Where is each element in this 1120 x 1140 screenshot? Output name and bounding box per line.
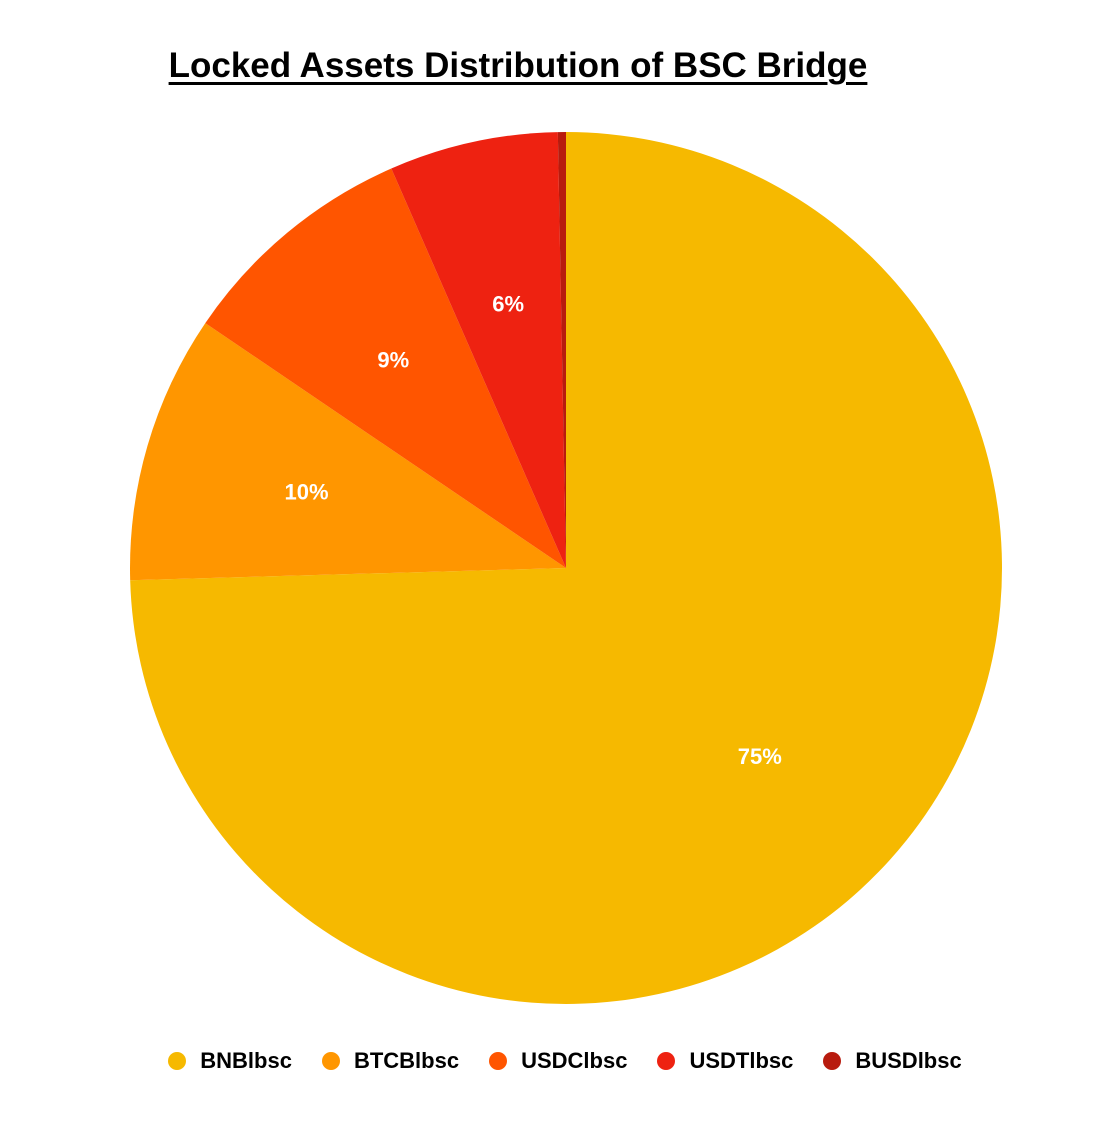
- pie-slice-btcblbsc: [130, 323, 567, 581]
- pie-slice-bnblbsc: [130, 132, 1002, 1004]
- pie-slice-busdlbsc: [557, 132, 566, 568]
- slice-label-bnblbsc: 75%: [738, 744, 782, 769]
- legend-swatch-icon: [823, 1052, 842, 1070]
- legend-item-busdlbsc[interactable]: BUSDlbsc: [823, 1048, 962, 1074]
- slice-label-btcblbsc: 10%: [284, 480, 328, 505]
- legend-item-usdclbsc[interactable]: USDClbsc: [489, 1048, 627, 1074]
- legend-item-usdtlbsc[interactable]: USDTlbsc: [657, 1048, 793, 1074]
- legend-swatch-icon: [168, 1052, 187, 1070]
- slice-label-usdtlbsc: 6%: [492, 291, 524, 316]
- legend-label: BTCBlbsc: [353, 1048, 460, 1073]
- pie-slices: [130, 132, 1002, 1004]
- chart-title: Locked Assets Distribution of BSC Bridge: [168, 46, 868, 85]
- legend-swatch-icon: [321, 1052, 340, 1070]
- legend-label: USDClbsc: [521, 1048, 628, 1073]
- legend-swatch-icon: [657, 1052, 676, 1070]
- legend-label: BNBlbsc: [200, 1048, 292, 1073]
- slice-label-usdclbsc: 9%: [377, 348, 409, 373]
- pie-slice-usdtlbsc: [391, 132, 566, 568]
- legend-swatch-icon: [489, 1052, 508, 1070]
- legend-label: USDTlbsc: [689, 1048, 794, 1073]
- legend: BNBlbsc BTCBlbsc USDClbsc USDTlbsc BUSDlbsc: [0, 1048, 1120, 1074]
- legend-label: BUSDlbsc: [855, 1048, 962, 1073]
- legend-item-btcblbsc[interactable]: BTCBlbsc: [321, 1048, 460, 1074]
- legend-item-bnblbsc[interactable]: BNBlbsc: [168, 1048, 292, 1074]
- pie-labels: 75% 10% 9% 6%: [284, 291, 781, 769]
- pie-slice-usdclbsc: [205, 168, 566, 568]
